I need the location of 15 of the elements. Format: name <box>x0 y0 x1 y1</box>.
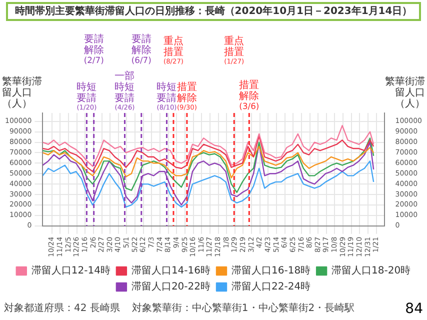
y2-axis-title: 繁華街滞留人口（人） <box>385 76 425 110</box>
text: 対象繁華街：中心繁華街1・中心繁華街2・長崎駅 <box>132 302 355 316</box>
ref-line-label: 要請解除(2/7) <box>84 33 104 65</box>
legend-label: 滞留人口20-22時 <box>131 280 211 293</box>
ref-line-label: 措置解除(3/6) <box>239 79 260 111</box>
legend-label: 滞留人口18-20時 <box>332 264 411 277</box>
chart-title: 時間帯別主要繁華街滞留人口の日別推移：長崎（2020年10月1日－2023年1月14日） <box>6 2 421 21</box>
text: 対象都道府県：42 長崎県 <box>4 302 120 316</box>
text: 84 <box>405 301 423 317</box>
legend-label: 滞留人口16-18時 <box>232 264 311 277</box>
y-axis-title: 繁華街滞留人口（人） <box>2 76 42 110</box>
legend-label: 滞留人口14-16時 <box>131 264 211 277</box>
legend-label: 滞留人口22-24時 <box>232 280 311 293</box>
legend-label: 滞留人口12-14時 <box>31 264 110 277</box>
ref-line-label: 要請解除(6/7) <box>131 33 152 65</box>
